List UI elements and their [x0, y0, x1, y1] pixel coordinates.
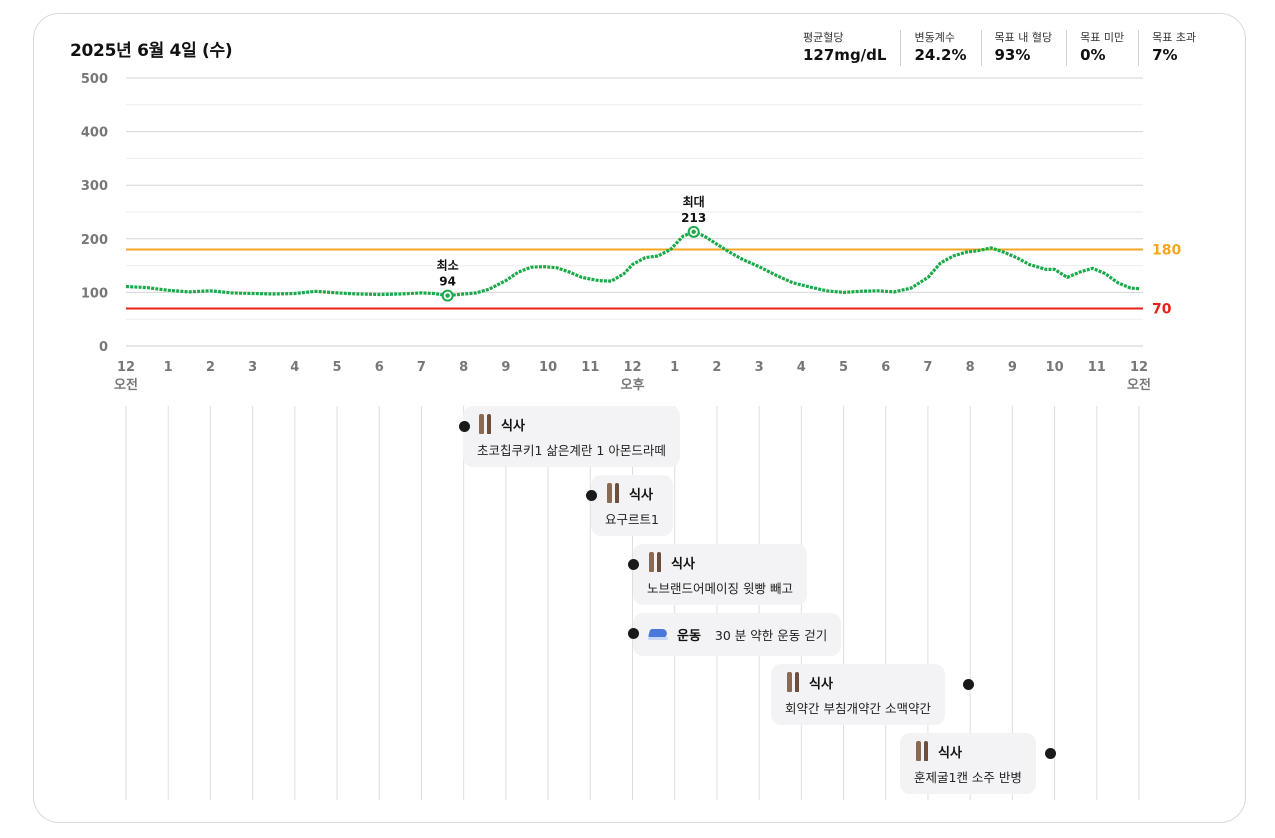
stat-value: 0%	[1080, 46, 1106, 64]
x-tick-label: 9	[1008, 360, 1017, 375]
event-time-marker	[459, 421, 470, 432]
y-tick-label: 300	[81, 179, 108, 194]
event-head: 식사	[477, 412, 666, 436]
stat-value: 24.2%	[914, 46, 967, 64]
x-tick-label: 9	[501, 360, 510, 375]
event-head: 식사	[605, 481, 659, 505]
x-tick-label: 12	[1130, 360, 1148, 375]
stat-below-range: 목표 미만 0%	[1066, 30, 1138, 66]
x-tick-sublabel: 오후	[621, 377, 645, 393]
stat-above-range: 목표 초과 7%	[1138, 30, 1210, 66]
annotation-label: 최소	[437, 258, 459, 273]
event-time-marker	[628, 559, 639, 570]
x-tick-label: 2	[712, 360, 721, 375]
running-shoe-icon	[647, 626, 669, 642]
fork-knife-icon	[647, 552, 663, 572]
x-tick-label: 1	[164, 360, 173, 375]
x-tick-sublabel: 오전	[1127, 377, 1151, 393]
event-exercise[interactable]: 운동 30 분 약한 운동 걷기	[633, 613, 842, 656]
x-tick-label: 10	[1046, 360, 1064, 375]
event-meal-1[interactable]: 식사 초코칩쿠키1 삶은계란 1 아몬드라떼	[463, 406, 680, 467]
x-tick-label: 6	[881, 360, 890, 375]
threshold-label: 70	[1152, 301, 1172, 317]
stat-average-glucose: 평균혈당 127mg/dL	[790, 30, 900, 66]
glucose-line	[125, 230, 1140, 298]
y-tick-label: 500	[81, 72, 108, 87]
x-tick-label: 12	[117, 360, 135, 375]
x-tick-sublabel: 오전	[114, 377, 138, 393]
x-tick-label: 4	[797, 360, 806, 375]
event-type: 식사	[938, 745, 962, 761]
y-tick-label: 0	[99, 340, 108, 355]
fork-knife-icon	[785, 672, 801, 692]
y-tick-label: 400	[81, 126, 108, 141]
event-time-marker	[1045, 748, 1056, 759]
stats-bar: 평균혈당 127mg/dL 변동계수 24.2% 목표 내 혈당 93% 목표 …	[790, 30, 1210, 66]
event-meal-3[interactable]: 식사 노브랜드어메이징 윗빵 빼고	[633, 544, 807, 605]
event-meal-2[interactable]: 식사 요구르트1	[591, 475, 673, 536]
x-tick-label: 12	[623, 360, 641, 375]
event-time-marker	[628, 628, 639, 639]
event-type: 운동	[677, 628, 701, 644]
x-tick-label: 8	[459, 360, 468, 375]
event-head: 식사	[647, 550, 793, 574]
x-tick-label: 10	[539, 360, 557, 375]
stat-label: 목표 내 혈당	[994, 31, 1053, 44]
stat-label: 목표 초과	[1152, 31, 1197, 44]
x-tick-label: 11	[581, 360, 599, 375]
stat-coefficient-of-variation: 변동계수 24.2%	[900, 30, 980, 66]
y-tick-label: 200	[81, 233, 108, 248]
x-tick-label: 6	[375, 360, 384, 375]
x-tick-label: 5	[839, 360, 848, 375]
event-desc: 회약간 부침개약간 소맥약간	[785, 701, 931, 716]
fork-knife-icon	[477, 414, 493, 434]
event-time-marker	[963, 679, 974, 690]
annotation-value: 213	[681, 211, 706, 225]
annotation-label: 최대	[683, 194, 705, 209]
event-head: 운동 30 분 약한 운동 걷기	[647, 622, 827, 646]
x-tick-label: 8	[966, 360, 975, 375]
x-tick-label: 3	[755, 360, 764, 375]
x-tick-label: 11	[1088, 360, 1106, 375]
extreme-point-core	[445, 293, 450, 298]
x-tick-label: 7	[417, 360, 426, 375]
event-head: 식사	[785, 670, 931, 694]
event-time-marker	[586, 490, 597, 501]
event-type: 식사	[629, 487, 653, 503]
event-meal-4[interactable]: 식사 회약간 부침개약간 소맥약간	[771, 664, 945, 725]
stat-label: 목표 미만	[1080, 31, 1125, 44]
x-tick-label: 1	[670, 360, 679, 375]
x-tick-label: 3	[248, 360, 257, 375]
event-desc: 초코칩쿠키1 삶은계란 1 아몬드라떼	[477, 443, 666, 458]
annotation-value: 94	[439, 275, 456, 289]
date-title: 2025년 6월 4일 (수)	[70, 41, 233, 61]
x-tick-label: 4	[290, 360, 299, 375]
y-tick-label: 100	[81, 286, 108, 301]
stat-value: 7%	[1152, 46, 1178, 64]
event-desc: 요구르트1	[605, 512, 659, 527]
event-type: 식사	[671, 556, 695, 572]
fork-knife-icon	[605, 483, 621, 503]
stat-value: 93%	[994, 46, 1031, 64]
event-type: 식사	[501, 418, 525, 434]
event-desc: 훈제굴1캔 소주 반병	[914, 770, 1022, 785]
event-meal-5[interactable]: 식사 훈제굴1캔 소주 반병	[900, 733, 1036, 794]
x-tick-label: 5	[333, 360, 342, 375]
event-type: 식사	[809, 676, 833, 692]
event-desc: 노브랜드어메이징 윗빵 빼고	[647, 581, 793, 596]
stat-label: 변동계수	[914, 31, 955, 44]
x-tick-label: 7	[923, 360, 932, 375]
threshold-label: 180	[1152, 243, 1181, 259]
stat-label: 평균혈당	[803, 31, 844, 44]
fork-knife-icon	[914, 741, 930, 761]
stat-time-in-range: 목표 내 혈당 93%	[980, 30, 1067, 66]
x-tick-label: 2	[206, 360, 215, 375]
extreme-point-core	[691, 229, 696, 235]
stat-value: 127mg/dL	[803, 46, 887, 64]
event-desc: 30 분 약한 운동 걷기	[714, 627, 828, 643]
event-head: 식사	[914, 739, 1022, 763]
